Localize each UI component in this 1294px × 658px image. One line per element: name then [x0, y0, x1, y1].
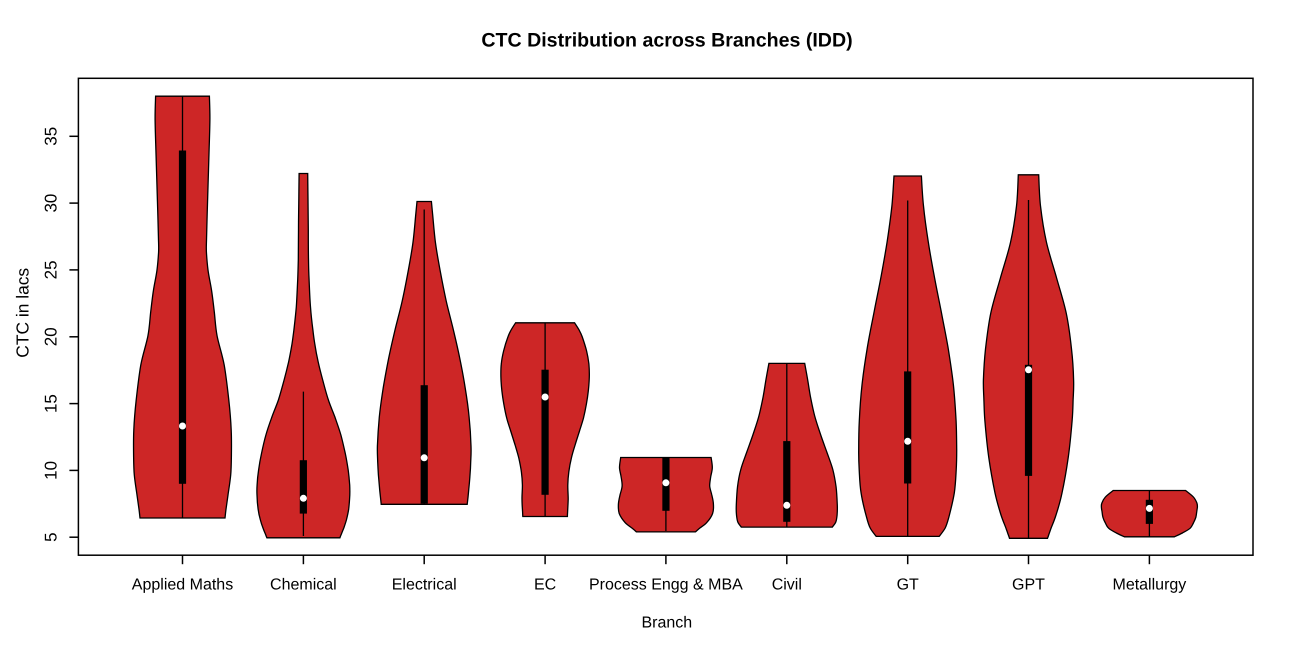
svg-text:CTC in lacs: CTC in lacs: [13, 268, 33, 358]
svg-text:25: 25: [42, 260, 61, 279]
svg-text:Applied Maths: Applied Maths: [132, 577, 233, 594]
svg-text:Process Engg & MBA: Process Engg & MBA: [589, 577, 743, 594]
svg-text:Metallurgy: Metallurgy: [1112, 577, 1186, 594]
svg-text:10: 10: [42, 461, 61, 480]
svg-text:GPT: GPT: [1012, 577, 1045, 594]
svg-text:30: 30: [42, 194, 61, 213]
svg-text:5: 5: [42, 532, 61, 541]
svg-text:EC: EC: [534, 577, 556, 594]
svg-text:Electrical: Electrical: [392, 577, 457, 594]
svg-text:CTC Distribution across Branch: CTC Distribution across Branches (IDD): [481, 29, 852, 51]
svg-text:35: 35: [42, 127, 61, 146]
svg-text:Branch: Branch: [641, 615, 692, 632]
svg-text:GT: GT: [897, 577, 919, 594]
svg-text:Chemical: Chemical: [270, 577, 337, 594]
svg-text:20: 20: [42, 327, 61, 346]
svg-text:15: 15: [42, 394, 61, 413]
svg-text:Civil: Civil: [772, 577, 802, 594]
